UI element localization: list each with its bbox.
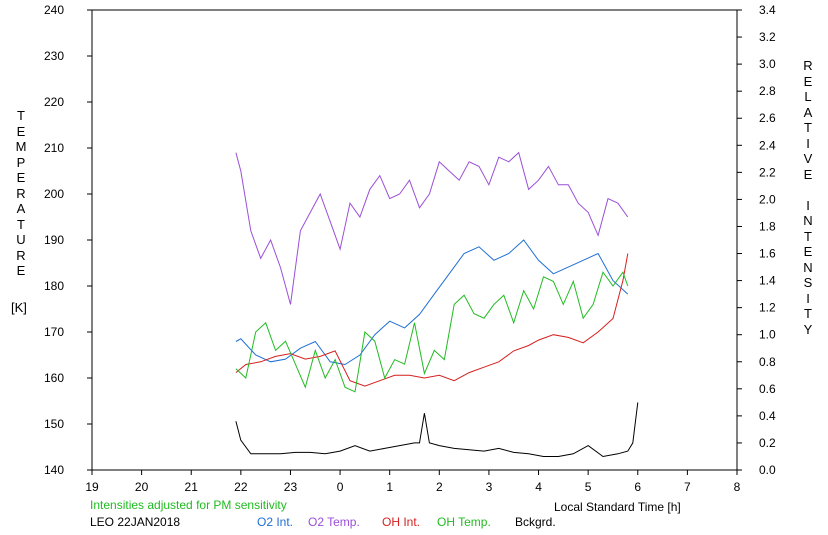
intensity-note: Intensities adjusted for PM sensitivity [90, 498, 287, 512]
y-right-tick-label: 3.0 [759, 57, 776, 71]
y-left-tick-label: 190 [44, 233, 64, 247]
y-right-tick-label: 2.6 [759, 111, 776, 125]
y-left-tick-label: 150 [44, 417, 64, 431]
x-tick-label: 2 [436, 480, 443, 494]
x-tick-label: 21 [185, 480, 199, 494]
y-right-tick-label: 2.8 [759, 84, 776, 98]
x-tick-label: 8 [734, 480, 741, 494]
y-left-tick-label: 140 [44, 463, 64, 477]
y-right-tick-label: 2.2 [759, 165, 776, 179]
series-line-o2-int [235, 239, 629, 366]
series-line-bckgrd [235, 402, 639, 458]
y-right-tick-label: 0.0 [759, 463, 776, 477]
y-left-tick-label: 230 [44, 49, 64, 63]
y-right-tick-label: 3.2 [759, 30, 776, 44]
y-left-tick-label: 180 [44, 279, 64, 293]
x-tick-label: 6 [634, 480, 641, 494]
y-right-tick-label: 3.4 [759, 3, 776, 17]
y-right-tick-label: 1.8 [759, 219, 776, 233]
x-axis-label: Local Standard Time [h] [554, 500, 681, 514]
legend-entry: OH Int. [382, 515, 421, 529]
x-tick-label: 3 [486, 480, 493, 494]
x-tick-label: 22 [234, 480, 248, 494]
y-right-tick-label: 1.4 [759, 274, 776, 288]
y-left-tick-label: 220 [44, 95, 64, 109]
y-left-tick-label: 200 [44, 187, 64, 201]
tick-labels: 19 20 21 22 23 0 1 2 3 4 5 6 7 8140150160170180190200… [44, 3, 776, 494]
y-right-tick-label: 1.2 [759, 301, 776, 315]
plot-frame [91, 9, 738, 471]
x-tick-label: 4 [535, 480, 542, 494]
series-line-o2-temp [235, 151, 629, 305]
legend-entry: OH Temp. [437, 515, 491, 529]
right-axis-label: R E L A T I V E I N T E N S I T Y [803, 58, 813, 337]
axes [87, 9, 742, 475]
legend-entry: O2 Int. [257, 515, 294, 529]
y-right-tick-label: 0.2 [759, 436, 776, 450]
y-right-tick-label: 2.4 [759, 138, 776, 152]
x-tick-label: 20 [135, 480, 149, 494]
x-tick-label: 5 [585, 480, 592, 494]
series-line-oh-int [235, 253, 629, 387]
site-date: LEO 22JAN2018 [90, 515, 181, 529]
series-lines [235, 151, 639, 458]
y-right-tick-label: 0.8 [759, 355, 776, 369]
y-right-tick-label: 1.6 [759, 247, 776, 261]
y-right-tick-label: 2.0 [759, 192, 776, 206]
x-tick-label: 7 [684, 480, 691, 494]
series-line-oh-temp [235, 271, 629, 393]
y-right-tick-label: 1.0 [759, 328, 776, 342]
left-axis-label: T E M P E R A T U R E [15, 108, 27, 278]
y-left-tick-label: 160 [44, 371, 64, 385]
x-tick-label: 19 [85, 480, 99, 494]
x-tick-label: 1 [386, 480, 393, 494]
y-left-tick-label: 210 [44, 141, 64, 155]
y-right-tick-label: 0.4 [759, 409, 776, 423]
legend-entry: O2 Temp. [308, 515, 360, 529]
y-right-tick-label: 0.6 [759, 382, 776, 396]
x-tick-label: 23 [284, 480, 298, 494]
legend-entry: Bckgrd. [515, 515, 556, 529]
y-left-tick-label: 240 [44, 3, 64, 17]
x-tick-label: 0 [337, 480, 344, 494]
left-axis-unit: [K] [11, 300, 27, 315]
y-left-tick-label: 170 [44, 325, 64, 339]
